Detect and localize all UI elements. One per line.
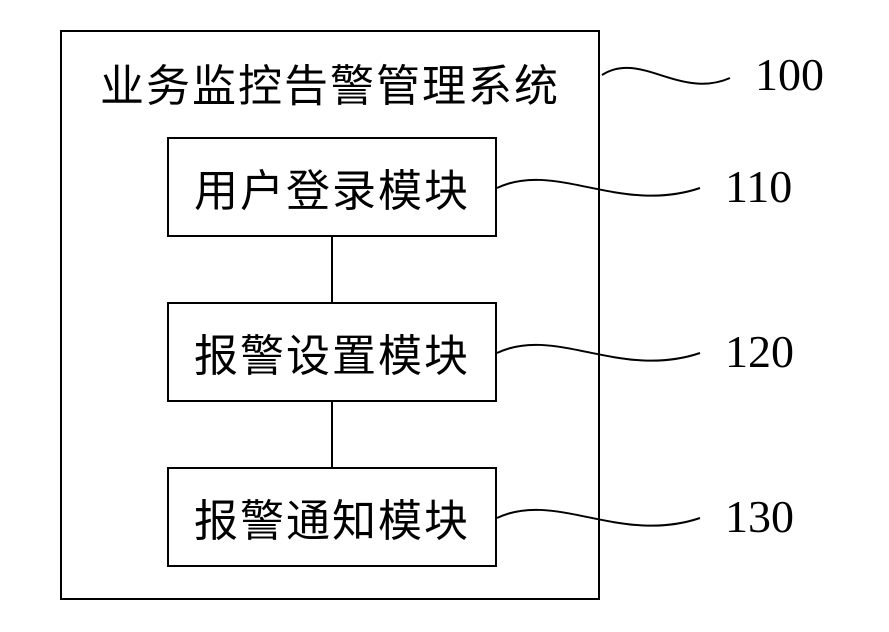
connector-line: [331, 237, 333, 302]
ref-label-system: 100: [755, 48, 824, 101]
module-label: 报警通知模块: [194, 485, 470, 549]
module-box-login: 用户登录模块: [167, 137, 497, 237]
module-label: 报警设置模块: [194, 320, 470, 384]
module-box-alarm-notify: 报警通知模块: [167, 467, 497, 567]
ref-label-module-1: 110: [725, 160, 792, 213]
callout-curve-icon: [602, 68, 730, 84]
connector-line: [331, 402, 333, 467]
module-box-alarm-settings: 报警设置模块: [167, 302, 497, 402]
module-label: 用户登录模块: [194, 155, 470, 219]
system-container: 业务监控告警管理系统 用户登录模块 报警设置模块 报警通知模块: [60, 30, 600, 600]
ref-label-module-3: 130: [725, 490, 794, 543]
system-title: 业务监控告警管理系统: [62, 50, 598, 114]
ref-label-module-2: 120: [725, 325, 794, 378]
